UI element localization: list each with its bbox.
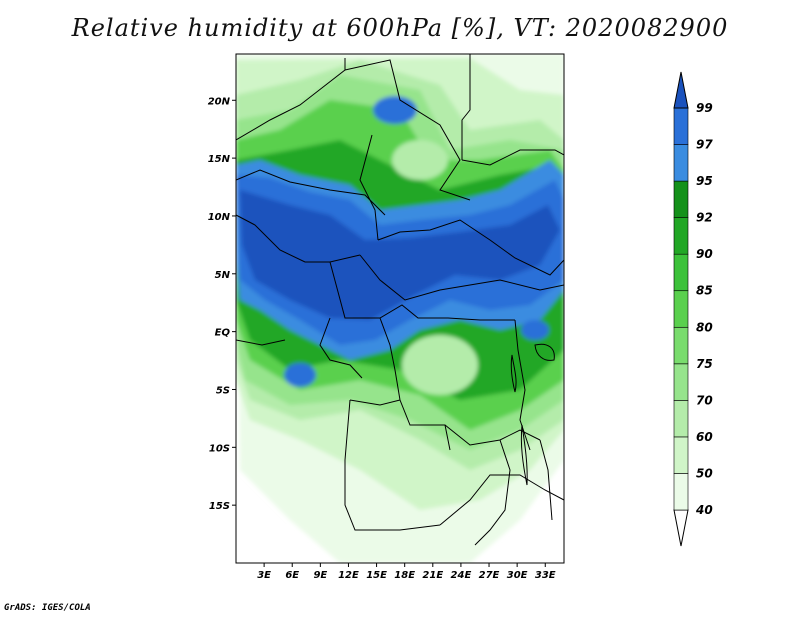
colorbar-label: 92 — [696, 211, 713, 225]
colorbar-swatch-40 — [673, 473, 689, 511]
lon-tick-label: 24E — [451, 570, 472, 581]
lat-axis: 20N 15N 10N 5N EQ 5S 10S 15S — [208, 96, 236, 512]
lon-axis: 3E 6E 9E 12E 15E 18E 21E 24E 27E 30E 33E — [257, 563, 556, 581]
colorbar-label: 99 — [696, 101, 713, 115]
lakes — [510, 343, 555, 486]
blob-sw — [284, 363, 316, 387]
colorbar-label: 70 — [696, 393, 713, 407]
lat-tick-label: 10S — [209, 443, 230, 454]
colorbar-label: 95 — [696, 174, 713, 188]
lon-tick-label: 21E — [422, 570, 443, 581]
colorbar-label: 97 — [696, 138, 713, 152]
colorbar-swatch-70 — [673, 363, 689, 401]
lat-tick-label: 15S — [209, 501, 230, 512]
lat-tick-label: EQ — [215, 328, 231, 339]
plot-frame — [235, 53, 565, 564]
lon-tick-label: 12E — [338, 570, 359, 581]
colorbar-swatch-50 — [673, 436, 689, 474]
field-99 — [240, 190, 560, 320]
colorbar-lower-triangle — [673, 509, 689, 547]
colorbar-swatch-92 — [673, 180, 689, 218]
colorbar-upper-triangle — [673, 71, 689, 109]
colorbar-label: 90 — [696, 247, 713, 261]
grads-credit: GrADS: IGES/COLA — [4, 603, 91, 613]
lon-tick-label: 9E — [313, 570, 327, 581]
colorbar-label: 50 — [696, 466, 713, 480]
dry-center — [402, 335, 478, 395]
colorbar-swatch-60 — [673, 400, 689, 438]
colorbar-label: 80 — [696, 320, 713, 334]
colorbar-label: 40 — [695, 503, 713, 517]
lat-tick-label: 15N — [208, 154, 231, 165]
humidity-field — [236, 54, 564, 563]
lon-tick-label: 15E — [366, 570, 387, 581]
colorbar-swatch-75 — [673, 326, 689, 365]
colorbar-swatch-85 — [673, 253, 689, 292]
map-title: Relative humidity at 600hPa [%], VT: 202… — [71, 14, 729, 42]
lat-tick-label: 10N — [208, 212, 231, 223]
lon-tick-label: 33E — [535, 570, 556, 581]
blob-north — [373, 96, 417, 124]
blob-se — [521, 320, 549, 340]
dry-north — [392, 140, 448, 180]
colorbar-swatch-80 — [673, 290, 689, 328]
colorbar-label: 75 — [696, 357, 713, 371]
lon-tick-label: 3E — [257, 570, 271, 581]
colorbar: 40 50 60 70 75 80 85 90 92 95 97 99 — [673, 71, 713, 547]
lat-tick-label: 20N — [208, 96, 231, 107]
lon-tick-label: 18E — [394, 570, 415, 581]
lat-tick-label: 5S — [216, 385, 230, 396]
colorbar-swatch-90 — [673, 217, 689, 255]
colorbar-label: 60 — [696, 430, 713, 444]
colorbar-swatch-97 — [673, 107, 689, 145]
colorbar-label: 85 — [696, 284, 713, 298]
colorbar-swatch-95 — [673, 144, 689, 182]
lon-tick-label: 27E — [479, 570, 500, 581]
lon-tick-label: 30E — [507, 570, 528, 581]
country-borders — [236, 54, 564, 546]
lat-tick-label: 5N — [215, 270, 231, 281]
lon-tick-label: 6E — [285, 570, 299, 581]
